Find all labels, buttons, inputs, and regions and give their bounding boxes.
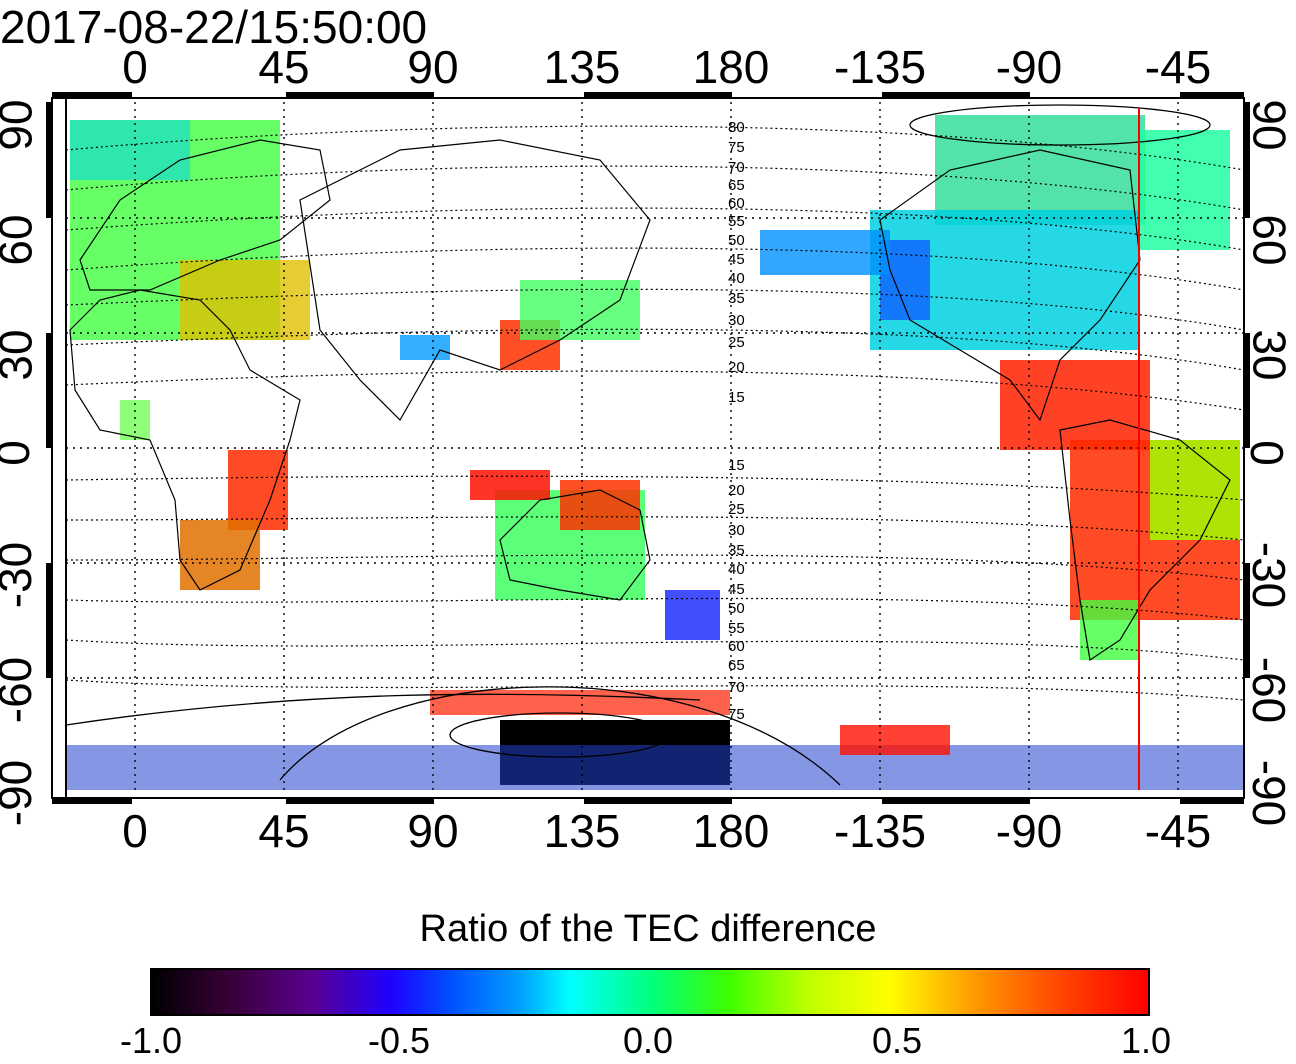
- colorbar-tick: 0.5: [871, 1020, 923, 1061]
- contour-label: 35: [728, 542, 745, 559]
- left-lat-tick: 90: [0, 99, 42, 151]
- timestamp-title: 2017-08-22/15:50:00: [0, 1, 428, 53]
- right-lat-tick: 60: [1243, 214, 1296, 266]
- left-lat-tick: -30: [0, 541, 42, 609]
- colorbar-title: Ratio of the TEC difference: [419, 908, 877, 950]
- top-lon-tick: -135: [833, 41, 927, 93]
- bottom-lon-tick: -135: [833, 805, 927, 857]
- bottom-lon-tick: 135: [543, 805, 621, 857]
- left-lat-tick: 30: [0, 329, 42, 381]
- contour-label: 15: [728, 457, 745, 474]
- right-lat-tick: -30: [1243, 541, 1296, 609]
- top-lon-tick: 180: [692, 41, 770, 93]
- contour-label: 60: [728, 195, 745, 212]
- contour-label: 50: [728, 232, 745, 249]
- magnetic-latitude-contours: [66, 125, 1244, 701]
- top-lon-tick: 45: [258, 41, 310, 93]
- contour-label: 80: [728, 119, 745, 136]
- contour-label: 55: [728, 620, 745, 637]
- left-lat-tick: 60: [0, 214, 42, 266]
- contour-label: 40: [728, 270, 745, 287]
- coastlines: [69, 139, 1231, 662]
- tec-heatmap-cells: [66, 115, 1244, 790]
- contour-label: 30: [728, 312, 745, 329]
- right-lat-tick: -90: [1243, 759, 1296, 827]
- right-lat-tick: 30: [1243, 329, 1296, 381]
- axis-tick-bars: [46, 92, 1250, 804]
- bottom-lon-tick: 45: [258, 805, 310, 857]
- right-lat-tick: 90: [1243, 99, 1296, 151]
- contour-labels: 80 75 70 65 60 55 50 45 40 35 30 25 20 1…: [728, 119, 745, 723]
- contour-label: 40: [728, 561, 745, 578]
- right-lat-tick: 0: [1240, 440, 1293, 466]
- top-lon-tick: 135: [543, 41, 621, 93]
- colorbar-tick: -0.5: [367, 1020, 431, 1061]
- bottom-lon-tick: 90: [407, 805, 459, 857]
- right-lat-tick: -60: [1243, 656, 1296, 724]
- top-lon-tick: 90: [407, 41, 459, 93]
- colorbar-tick: 1.0: [1120, 1020, 1172, 1061]
- contour-label: 60: [728, 638, 745, 655]
- contour-label: 20: [728, 482, 745, 499]
- bottom-lon-tick: 0: [122, 805, 148, 857]
- top-lon-tick: 0: [122, 41, 148, 93]
- contour-label: 45: [728, 581, 745, 598]
- colorbar: [150, 968, 1150, 1016]
- contour-label: 65: [728, 657, 745, 674]
- colorbar-tick: -1.0: [119, 1020, 183, 1061]
- contour-label: 20: [728, 359, 745, 376]
- left-lat-tick: -90: [0, 759, 42, 827]
- contour-label: 70: [728, 679, 745, 696]
- contour-label: 25: [728, 334, 745, 351]
- solid-contours: [66, 104, 1211, 786]
- contour-label: 25: [728, 501, 745, 518]
- left-lat-tick: -60: [0, 656, 42, 724]
- contour-label: 35: [728, 290, 745, 307]
- contour-label: 30: [728, 522, 745, 539]
- contour-label: 65: [728, 177, 745, 194]
- contour-label: 55: [728, 213, 745, 230]
- top-lon-tick: -90: [995, 41, 1063, 93]
- contour-label: 45: [728, 251, 745, 268]
- colorbar-tick: 0.0: [622, 1020, 674, 1061]
- contour-label: 70: [728, 159, 745, 176]
- left-lat-tick: 0: [0, 440, 40, 466]
- contour-label: 75: [728, 139, 745, 156]
- bottom-lon-tick: -90: [995, 805, 1063, 857]
- contour-label: 15: [728, 389, 745, 406]
- bottom-lon-tick: -45: [1144, 805, 1212, 857]
- top-lon-tick: -45: [1144, 41, 1212, 93]
- bottom-lon-tick: 180: [692, 805, 770, 857]
- contour-label: 75: [728, 706, 745, 723]
- contour-label: 50: [728, 600, 745, 617]
